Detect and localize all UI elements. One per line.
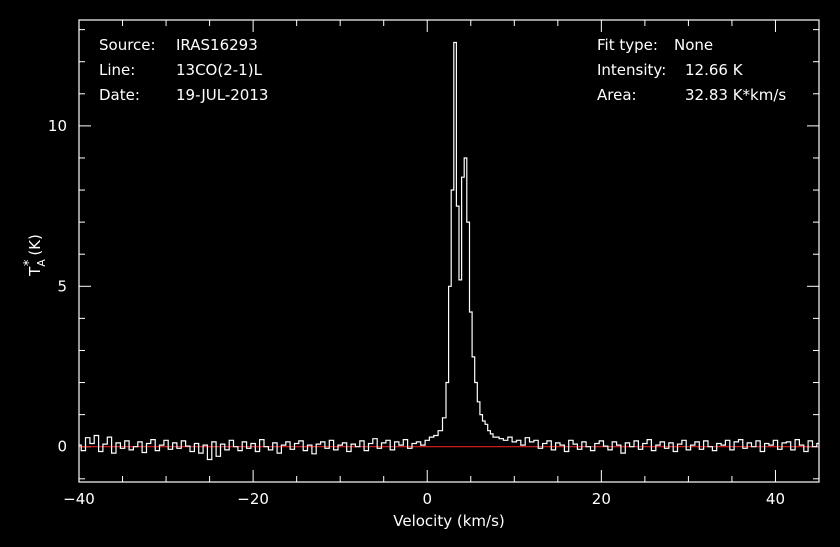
y-tick-label: 10 bbox=[48, 117, 67, 135]
x-tick-label: −40 bbox=[63, 490, 95, 508]
info-area-value: 32.83 K*km/s bbox=[685, 86, 786, 104]
y-tick-label: 0 bbox=[57, 438, 67, 456]
y-axis-label-sup: * bbox=[22, 259, 37, 266]
info-source-key: Source: bbox=[99, 36, 156, 54]
y-tick-label: 5 bbox=[57, 277, 67, 295]
x-tick-labels: −40 −20 0 20 40 bbox=[63, 490, 785, 508]
info-intensity-value: 12.66 K bbox=[685, 61, 744, 79]
x-axis-label: Velocity (km/s) bbox=[393, 512, 504, 530]
svg-text:TA*(K): TA* (K) bbox=[22, 234, 48, 277]
info-line-key: Line: bbox=[99, 61, 135, 79]
plot-frame bbox=[78, 19, 820, 483]
y-axis-label-sub: A bbox=[35, 259, 48, 267]
info-left: Source: IRAS16293 Line: 13CO(2-1)L Date:… bbox=[99, 36, 268, 104]
info-date-value: 19-JUL-2013 bbox=[176, 86, 268, 104]
info-area-key: Area: bbox=[597, 86, 637, 104]
info-date-key: Date: bbox=[99, 86, 140, 104]
y-tick-labels: 0 5 10 bbox=[48, 117, 67, 456]
info-fit-type-value: None bbox=[674, 36, 713, 54]
x-tick-label: −20 bbox=[237, 490, 269, 508]
y-axis-label: TA* (K) bbox=[22, 234, 48, 277]
x-tick-label: 0 bbox=[422, 490, 432, 508]
x-tick-label: 20 bbox=[592, 490, 611, 508]
info-line-value: 13CO(2-1)L bbox=[176, 61, 263, 79]
x-tick-label: 40 bbox=[766, 490, 785, 508]
info-intensity-key: Intensity: bbox=[597, 61, 666, 79]
info-source-value: IRAS16293 bbox=[176, 36, 258, 54]
info-fit-type-key: Fit type: bbox=[597, 36, 658, 54]
info-right: Fit type: None Intensity: 12.66 K Area: … bbox=[597, 36, 786, 104]
y-axis-label-main: T bbox=[26, 266, 44, 277]
y-axis-label-unit: (K) bbox=[26, 234, 44, 256]
spectrum-line bbox=[79, 41, 819, 461]
